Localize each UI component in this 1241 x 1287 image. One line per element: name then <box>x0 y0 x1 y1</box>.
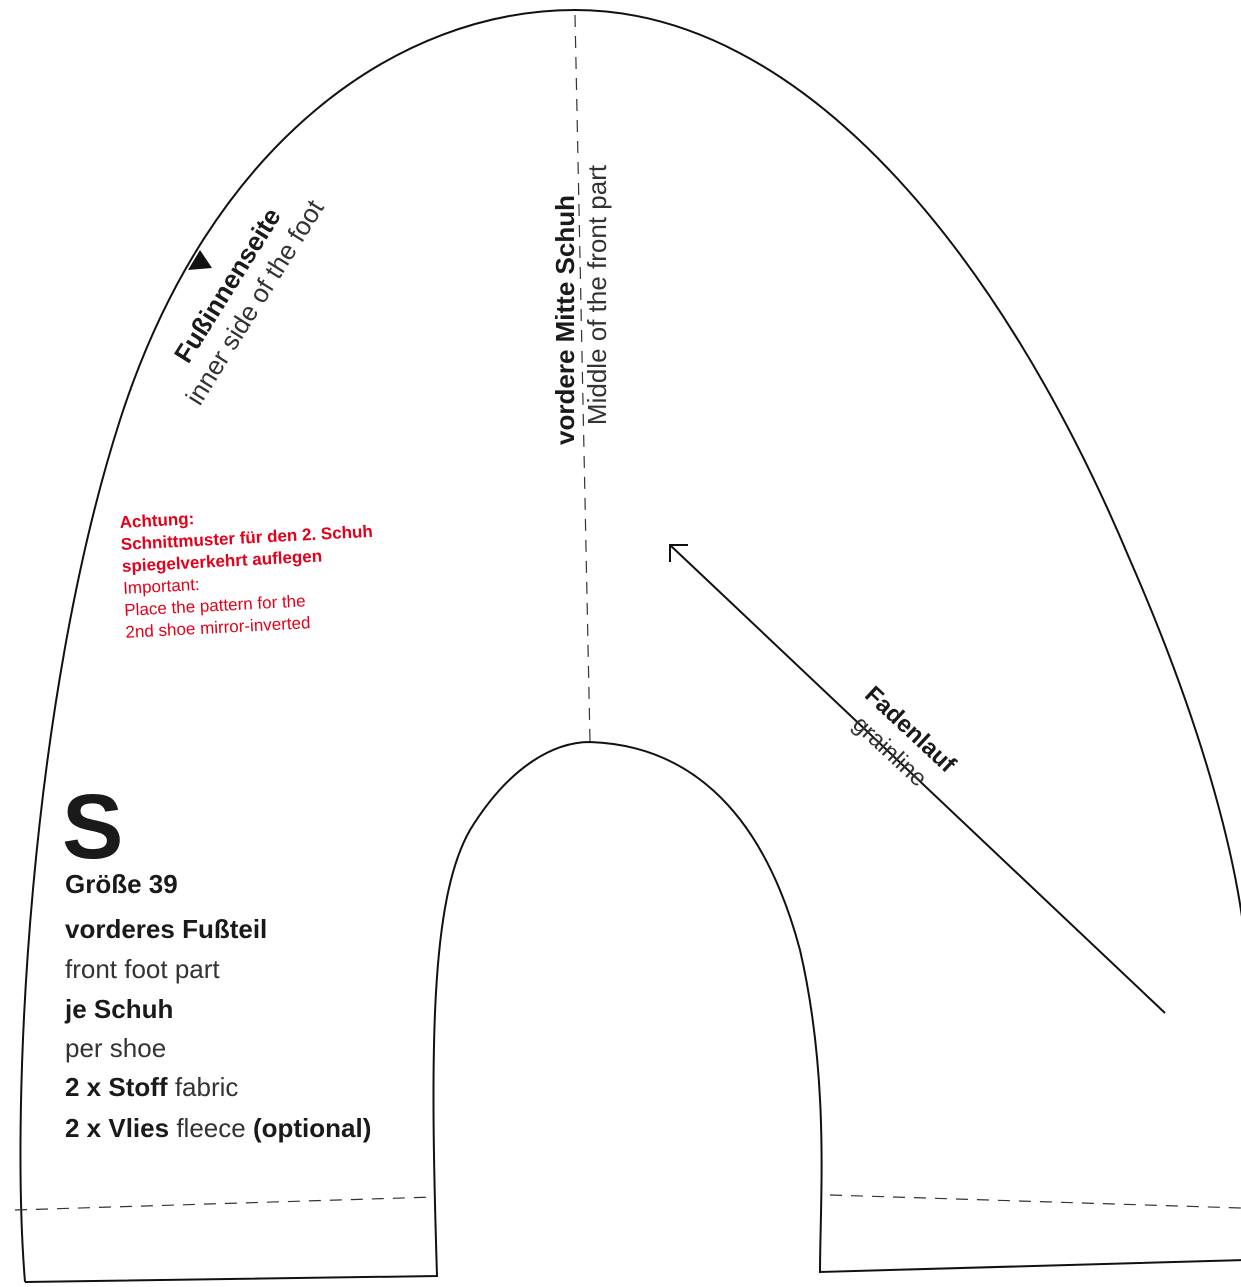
inner-edge <box>24 740 1241 1283</box>
per-en: per shoe <box>65 1033 166 1063</box>
label-de: vordere Mitte Schuh <box>550 195 580 445</box>
notch <box>188 250 212 270</box>
inner-side-label: Fußinnenseite inner side of the foot <box>168 194 330 410</box>
part-de: vorderes Fußteil <box>65 914 267 944</box>
arrow-shaft <box>669 544 1166 1014</box>
center-line <box>574 14 591 743</box>
grain-arrow <box>669 544 1166 1014</box>
size: Größe 39 <box>65 869 178 899</box>
fleece: 2 x Vlies fleece (optional) <box>65 1113 371 1143</box>
arrow-head <box>669 544 688 562</box>
grainline-label: Fadenlauf grainline <box>847 681 961 792</box>
fleece-en: fleece <box>176 1113 245 1143</box>
note-line: Important: <box>123 575 200 598</box>
front-middle-label: vordere Mitte Schuh Middle of the front … <box>550 164 612 445</box>
part-en: front foot part <box>65 954 220 984</box>
label-en: Middle of the front part <box>582 164 612 425</box>
fleece-de: 2 x Vlies <box>65 1113 169 1143</box>
outline <box>19 8 1241 1283</box>
size-letter: S <box>62 776 123 878</box>
per-de: je Schuh <box>64 994 173 1024</box>
optional: (optional) <box>253 1113 371 1143</box>
fabric-de: 2 x Stoff <box>65 1072 168 1102</box>
fabric: 2 x Stoff fabric <box>65 1072 238 1102</box>
dashed-lines <box>14 14 1241 1211</box>
note-line: Achtung: <box>119 509 194 532</box>
outer-edge <box>19 8 1241 1283</box>
fabric-en: fabric <box>175 1072 239 1102</box>
info-block: S Größe 39 vorderes Fußteil front foot p… <box>62 776 371 1143</box>
note: Achtung: Schnittmuster für den 2. Schuh … <box>119 509 373 642</box>
seam-right <box>829 1194 1241 1209</box>
seam-left <box>14 1196 436 1211</box>
